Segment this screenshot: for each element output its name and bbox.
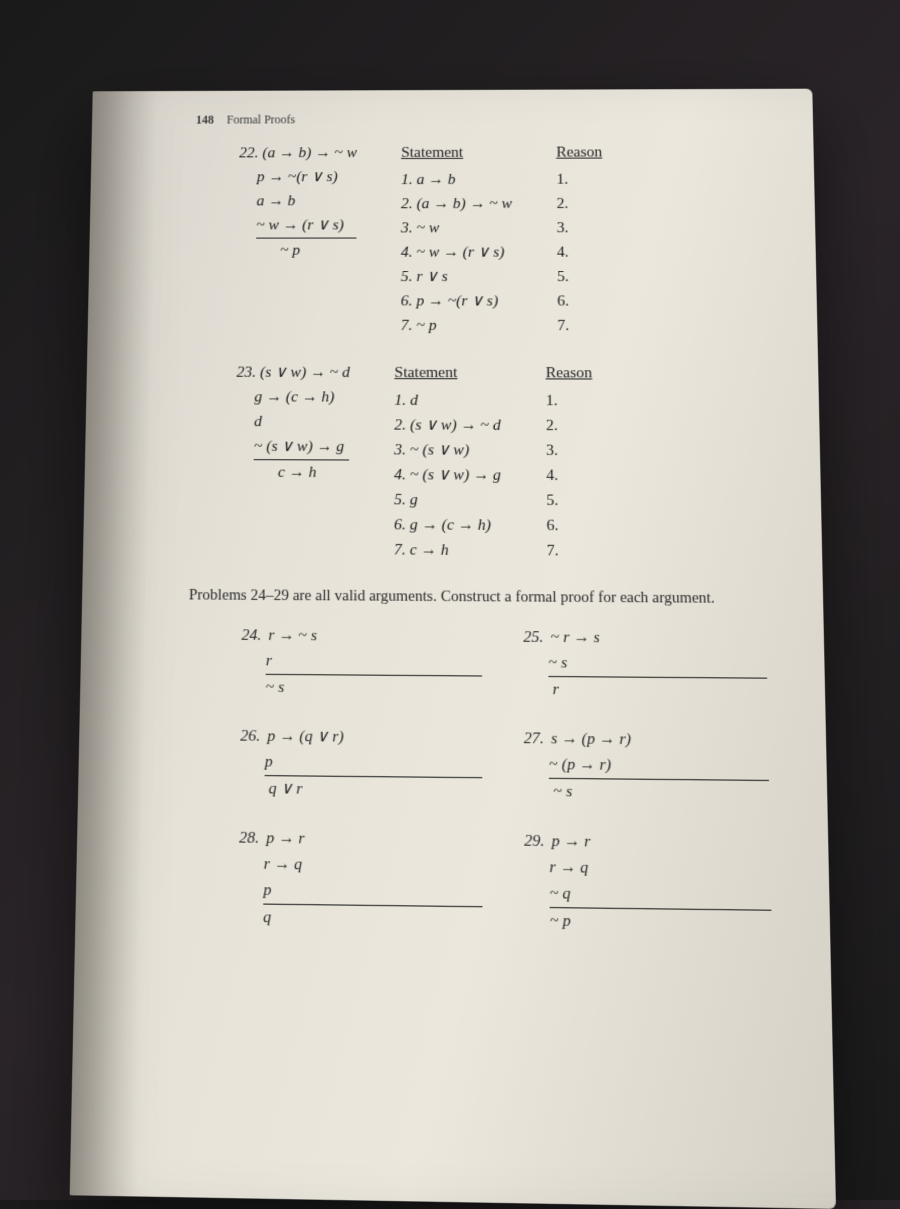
- reason: 3.: [546, 439, 593, 464]
- stmt: 2. (s ∨ w) → ~ d: [394, 413, 501, 438]
- problem-22: 22. (a → b) → ~ w p → ~(r ∨ s) a → b ~ w…: [237, 140, 761, 339]
- problem-24: 24. r → ~ s r ~ s: [241, 623, 482, 702]
- problem-22-premises: 22. (a → b) → ~ w p → ~(r ∨ s) a → b ~ w…: [238, 141, 357, 263]
- conclusion: q ∨ r: [268, 776, 482, 804]
- stmt: 2. (a → b) → ~ w: [401, 192, 512, 216]
- problems-24-29: 24. r → ~ s r ~ s 25. ~ r → s ~ s r 26. …: [238, 623, 772, 951]
- problem-number: 27.: [524, 729, 544, 747]
- stmt: 1. a → b: [401, 168, 512, 192]
- premise: d: [254, 410, 350, 435]
- stmt: 6. p → ~(r ∨ s): [401, 289, 513, 314]
- conclusion: ~ s: [265, 675, 482, 702]
- premise: ~ q: [550, 881, 772, 911]
- premise: ~ (p → r): [549, 752, 769, 781]
- problem-27: 27. s → (p → r) ~ (p → r) ~ s: [524, 726, 770, 807]
- problem-22-statements: Statement 1. a → b 2. (a → b) → ~ w 3. ~…: [401, 141, 513, 339]
- stmt: 7. c → h: [394, 538, 501, 564]
- problem-number: 29.: [524, 832, 544, 851]
- premise: r → ~ s: [268, 626, 317, 644]
- statement-header: Statement: [394, 361, 500, 386]
- stmt: 3. ~ w: [401, 216, 512, 240]
- problem-23-reasons: Reason 1. 2. 3. 4. 5. 6. 7.: [545, 361, 593, 564]
- conclusion: ~ p: [550, 908, 772, 937]
- premise: r → q: [264, 852, 483, 881]
- problem-25: 25. ~ r → s ~ s r: [523, 625, 767, 705]
- premise: r → q: [549, 855, 770, 884]
- premise: ~ r → s: [550, 628, 599, 646]
- problem-number: 24.: [241, 626, 261, 644]
- stmt: 4. ~ (s ∨ w) → g: [394, 463, 501, 488]
- problem-number: 22.: [239, 144, 258, 161]
- reason: 6.: [557, 289, 604, 314]
- premise: a → b: [256, 189, 356, 213]
- premise: g → (c → h): [254, 385, 350, 410]
- reason: 5.: [557, 265, 604, 289]
- reason: 4.: [546, 463, 593, 488]
- problem-23-premises: 23. (s ∨ w) → ~ d g → (c → h) d ~ (s ∨ w…: [235, 361, 350, 486]
- premise: p: [265, 749, 483, 778]
- premise: (a → b) → ~ w: [262, 144, 357, 161]
- stmt: 5. r ∨ s: [401, 265, 513, 289]
- problem-26: 26. p → (q ∨ r) p q ∨ r: [240, 724, 483, 805]
- premise: (s ∨ w) → ~ d: [260, 364, 350, 382]
- stmt: 7. ~ p: [401, 314, 513, 339]
- page-number: 148: [196, 113, 214, 127]
- premise: s → (p → r): [551, 729, 631, 748]
- reason: 1.: [546, 389, 593, 414]
- premise: p → (q ∨ r): [267, 727, 344, 746]
- problem-22-reasons: Reason 1. 2. 3. 4. 5. 6. 7.: [556, 140, 604, 338]
- reason: 5.: [546, 488, 593, 513]
- problem-23: 23. (s ∨ w) → ~ d g → (c → h) d ~ (s ∨ w…: [234, 361, 765, 566]
- premise-last: ~ (s ∨ w) → g: [254, 435, 350, 461]
- problem-28: 28. p → r r → q p q: [238, 825, 483, 933]
- premise: p → r: [552, 832, 591, 851]
- statement-header: Statement: [401, 141, 512, 165]
- premise: r: [266, 648, 482, 676]
- instructions: Problems 24–29 are all valid arguments. …: [189, 585, 766, 611]
- problem-29: 29. p → r r → q ~ q ~ p: [524, 828, 772, 937]
- chapter-title: Formal Proofs: [227, 112, 296, 126]
- premise: ~ s: [548, 650, 767, 678]
- conclusion: c → h: [278, 460, 350, 485]
- stmt: 4. ~ w → (r ∨ s): [401, 241, 513, 265]
- textbook-page: 148 Formal Proofs 22. (a → b) → ~ w p → …: [70, 89, 836, 1209]
- problem-number: 23.: [236, 364, 256, 381]
- reason-header: Reason: [556, 140, 602, 164]
- reason: 2.: [556, 192, 602, 216]
- conclusion: ~ s: [553, 779, 769, 807]
- reason: 6.: [546, 514, 593, 539]
- premise-last: ~ w → (r ∨ s): [256, 213, 357, 238]
- problem-number: 25.: [523, 628, 543, 646]
- premise: p → ~(r ∨ s): [257, 165, 357, 189]
- conclusion: ~ p: [280, 239, 357, 263]
- stmt: 5. g: [394, 488, 501, 513]
- reason: 1.: [556, 168, 602, 192]
- reason: 7.: [557, 314, 604, 339]
- reason: 3.: [557, 216, 603, 240]
- page-header: 148 Formal Proofs: [196, 111, 757, 128]
- reason: 4.: [557, 240, 603, 264]
- premise: p → r: [266, 829, 305, 848]
- reason-header: Reason: [545, 361, 592, 386]
- stmt: 1. d: [394, 389, 500, 414]
- stmt: 6. g → (c → h): [394, 513, 501, 539]
- reason: 2.: [546, 414, 593, 439]
- reason: 7.: [546, 539, 593, 564]
- stmt: 3. ~ (s ∨ w): [394, 438, 501, 463]
- problem-number: 26.: [240, 727, 260, 745]
- problem-23-statements: Statement 1. d 2. (s ∨ w) → ~ d 3. ~ (s …: [394, 361, 501, 564]
- problem-number: 28.: [239, 829, 259, 848]
- conclusion: r: [553, 677, 768, 704]
- conclusion: q: [263, 905, 483, 934]
- premise: p: [263, 878, 482, 908]
